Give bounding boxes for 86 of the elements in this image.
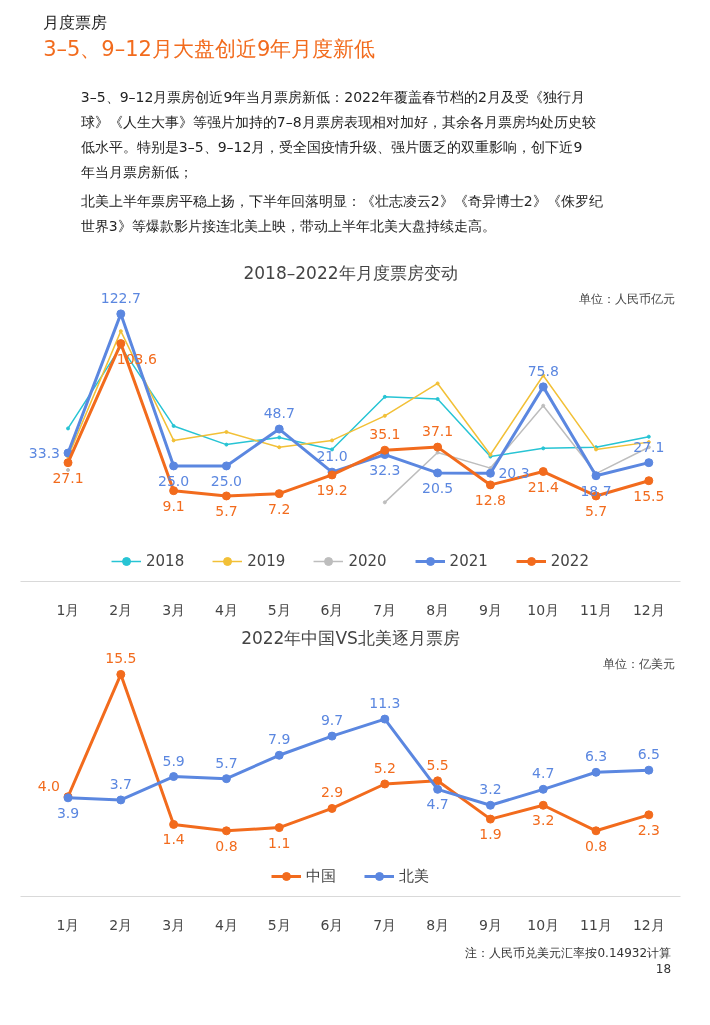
x-tick-label: 7月 [373,601,397,618]
data-label: 4.0 [37,777,61,794]
data-label: 5.7 [215,754,238,771]
chart-title: 2018–2022年月度票房变动 [243,262,458,283]
chart-title: 2022年中国VS北美逐月票房 [241,627,460,648]
data-label: 21.4 [527,478,559,495]
data-label: 9.1 [162,497,185,514]
x-tick-label: 6月 [320,916,344,933]
x-tick-label: 1月 [56,916,80,933]
x-tick-label: 11月 [580,601,612,618]
x-tick-label: 3月 [162,601,186,618]
text: 3–5、9–12月大盘创近9年月度新低 [43,36,376,61]
x-tick-label: 2月 [109,601,133,618]
data-label: 27.1 [633,438,665,455]
data-label: 75.8 [527,362,559,379]
x-tick-label: 9月 [478,601,502,618]
x-tick-label: 11月 [580,916,612,933]
data-label: 5.7 [215,502,238,519]
data-label: 1.4 [162,831,185,848]
data-label: 7.2 [268,500,291,517]
x-tick-label: 4月 [214,916,238,933]
legend-label: 2019 [247,552,286,570]
data-label: 6.3 [584,748,608,765]
data-label: 20.3 [498,465,530,482]
data-label: 7.9 [268,731,291,748]
data-label: 0.8 [215,837,238,854]
text: 18 [655,961,672,976]
x-tick-label: 10月 [527,916,560,933]
data-label: 2.3 [637,821,660,838]
text: 月度票房 [43,12,108,32]
legend-label: 2022 [550,552,589,570]
data-label: 1.9 [479,826,502,843]
data-label: 35.1 [369,426,401,443]
data-label: 5.9 [162,752,185,769]
text: 3–5、9–12月票房创近9年当月票房新低：2022年覆盖春节档的2月及受《独行月球》《人生大事》等强片加持的7–8月票房表现相对加好，其余各月票房均处历史较低水平。特别是3–5、9–12月，受全国疫情升级、强片匮乏的双重影响，创下近9年当月票房新低； [80,88,596,180]
data-label: 32.3 [369,461,401,478]
data-label: 25.0 [210,472,243,489]
data-label: 1.1 [268,834,291,851]
data-label: 3.7 [109,775,132,792]
data-label: 11.3 [369,695,401,712]
legend-label: 2020 [348,552,387,570]
data-label: 3.2 [479,781,502,798]
x-tick-label: 6月 [320,601,344,618]
legend-label: 北美 [399,866,429,886]
x-tick-label: 1月 [56,601,80,618]
data-label: 20.5 [422,479,454,496]
chart-subtitle: 单位：亿美元 [603,656,676,671]
legend-label: 2018 [146,552,185,570]
data-label: 122.7 [100,289,141,306]
data-label: 5.2 [373,759,396,776]
x-tick-label: 9月 [478,916,502,933]
data-label: 2.9 [320,784,344,801]
data-label: 21.0 [316,448,348,465]
data-label: 19.2 [316,481,348,498]
x-tick-label: 7月 [373,916,397,933]
data-label: 15.5 [105,650,137,667]
data-label: 3.9 [56,804,80,821]
data-label: 3.2 [532,812,555,829]
data-label: 4.7 [532,765,555,782]
data-label: 6.5 [637,746,660,763]
legend-label: 中国 [306,866,336,886]
legend-label: 2021 [449,552,488,570]
data-label: 5.5 [426,756,449,773]
x-tick-label: 2月 [109,916,133,933]
x-tick-label: 8月 [426,916,450,933]
data-label: 33.3 [28,445,61,462]
data-label: 37.1 [422,423,454,440]
x-tick-label: 10月 [527,601,560,618]
chart-subtitle: 单位：人民币亿元 [579,291,676,306]
data-label: 9.7 [320,712,344,729]
x-tick-label: 5月 [267,916,291,933]
x-tick-label: 5月 [267,601,291,618]
data-label: 12.8 [474,491,507,508]
data-label: 0.8 [584,837,608,854]
data-label: 15.5 [633,487,665,504]
x-tick-label: 3月 [162,916,186,933]
x-tick-label: 8月 [426,601,450,618]
data-label: 4.7 [426,796,449,813]
data-label: 27.1 [52,469,84,486]
data-label: 5.7 [584,502,608,519]
x-tick-label: 12月 [632,916,665,933]
x-tick-label: 4月 [214,601,238,618]
text: 注：人民币兑美元汇率按0.14932计算 [465,945,672,960]
data-label: 48.7 [263,405,295,422]
x-tick-label: 12月 [632,601,665,618]
text: 北美上半年票房平稳上扬，下半年回落明显：《壮志凌云2》《奇异博士2》《侏罗纪世界3》等爆款影片接连北美上映，带动上半年北美大盘持续走高。 [80,192,603,234]
